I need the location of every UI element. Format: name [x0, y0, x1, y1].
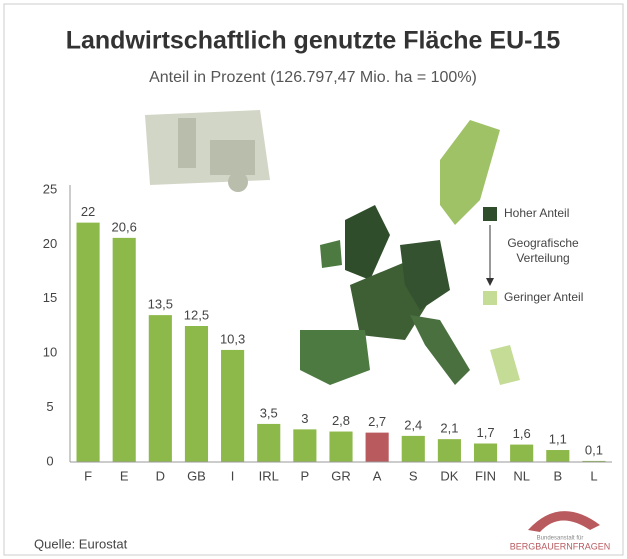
value-label: 3	[301, 411, 308, 426]
value-label: 1,1	[549, 431, 567, 446]
bar	[365, 432, 389, 462]
value-label: 2,4	[404, 417, 422, 432]
bar	[76, 222, 100, 462]
x-tick-label: B	[553, 468, 562, 483]
map-legend-high: Hoher Anteil	[504, 206, 569, 220]
x-tick-label: I	[231, 468, 235, 483]
x-tick-label: NL	[513, 468, 530, 483]
value-label: 3,5	[260, 405, 278, 420]
value-label: 0,1	[585, 442, 603, 457]
value-label: 2,1	[440, 421, 458, 436]
bar	[221, 349, 245, 462]
y-tick-label: 0	[46, 453, 53, 468]
bar	[257, 423, 281, 462]
bar	[546, 450, 570, 462]
bar	[329, 431, 353, 462]
value-label: 1,6	[513, 426, 531, 441]
frame	[3, 3, 624, 556]
value-label: 20,6	[112, 219, 137, 234]
x-tick-label: L	[590, 468, 597, 483]
x-tick-label: F	[84, 468, 92, 483]
map-legend-middle: Geografische Verteilung	[507, 236, 579, 265]
map-legend-middle-box: Geografische Verteilung	[507, 236, 579, 265]
x-tick-label: E	[120, 468, 129, 483]
bar	[293, 429, 317, 462]
bar	[510, 444, 534, 462]
source: Quelle: Eurostat	[34, 536, 128, 551]
map	[300, 120, 520, 385]
x-tick-label: FIN	[475, 468, 496, 483]
x-tick-label: D	[156, 468, 165, 483]
value-label: 2,7	[368, 414, 386, 429]
y-tick-label: 5	[46, 399, 53, 414]
y-tick-label: 15	[43, 290, 57, 305]
logo-small: Bundesanstalt für	[537, 536, 584, 542]
bar	[112, 237, 136, 462]
value-label: 22	[81, 204, 95, 219]
value-label: 10,3	[220, 331, 245, 346]
bar	[582, 460, 606, 462]
value-label: 13,5	[148, 297, 173, 312]
bar	[401, 435, 425, 462]
value-label: 12,5	[184, 307, 209, 322]
x-tick-label: DK	[440, 468, 458, 483]
value-label: 1,7	[476, 425, 494, 440]
bar	[148, 315, 172, 462]
x-tick-label: A	[373, 468, 382, 483]
logo-mark	[528, 511, 600, 532]
x-tick-label: GR	[331, 468, 351, 483]
bar	[437, 439, 461, 462]
chart-title: Landwirtschaftlich genutzte Fläche EU-15	[66, 27, 561, 55]
x-tick-label: S	[409, 468, 418, 483]
y-tick-label: 20	[43, 236, 57, 251]
x-tick-label: GB	[187, 468, 206, 483]
value-label: 2,8	[332, 413, 350, 428]
illustration	[145, 110, 270, 192]
x-tick-label: IRL	[259, 468, 279, 483]
y-tick-label: 10	[43, 345, 57, 360]
bar	[184, 326, 209, 462]
logo-name: BERGBAUERNFRAGEN	[510, 541, 611, 551]
chart-subtitle: Anteil in Prozent (126.797,47 Mio. ha = …	[149, 69, 477, 86]
bar	[473, 443, 498, 462]
y-tick-label: 25	[43, 181, 57, 196]
x-tick-label: P	[301, 468, 310, 483]
map-legend-low: Geringer Anteil	[504, 290, 583, 304]
